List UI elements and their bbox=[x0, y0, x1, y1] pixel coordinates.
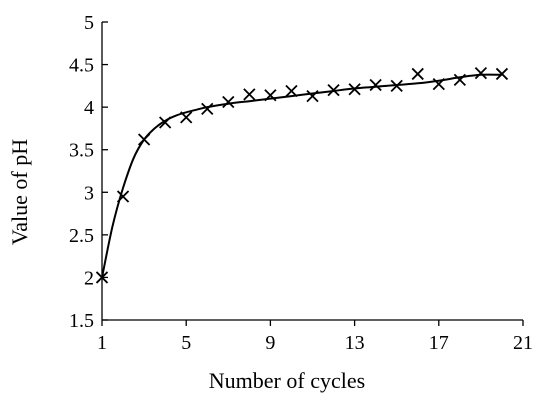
data-point bbox=[95, 271, 109, 284]
data-point bbox=[327, 83, 340, 97]
y-tick-label: 4 bbox=[84, 97, 94, 119]
data-point bbox=[348, 83, 361, 96]
axes bbox=[101, 21, 524, 326]
data-point bbox=[180, 111, 193, 124]
trend-line bbox=[101, 73, 502, 278]
data-point bbox=[453, 73, 466, 87]
y-tick-label: 3.5 bbox=[69, 140, 94, 162]
data-point bbox=[474, 66, 488, 80]
x-tick-labels: 1 5 9 13 17 21 bbox=[97, 332, 533, 354]
data-point bbox=[137, 133, 151, 146]
data-point bbox=[222, 95, 235, 109]
data-point bbox=[201, 102, 214, 115]
y-axis-title: Value of pH bbox=[7, 139, 32, 245]
y-tick-labels: 1.5 2 2.5 3 3.5 4 4.5 5 bbox=[69, 12, 94, 332]
x-tick-label: 9 bbox=[265, 332, 275, 354]
y-tick-label: 2 bbox=[84, 267, 94, 289]
data-point bbox=[390, 79, 403, 92]
x-tick-label: 13 bbox=[345, 332, 365, 354]
data-markers bbox=[95, 66, 509, 284]
y-tick-label: 5 bbox=[84, 12, 94, 34]
x-tick-label: 17 bbox=[429, 332, 449, 354]
y-tick-label: 1.5 bbox=[69, 310, 94, 332]
data-point bbox=[285, 84, 298, 98]
y-tick-label: 2.5 bbox=[69, 225, 94, 247]
data-point bbox=[116, 190, 130, 203]
y-tick-label: 3 bbox=[84, 182, 94, 204]
data-point bbox=[411, 67, 424, 81]
data-point bbox=[369, 78, 382, 92]
x-tick-label: 5 bbox=[181, 332, 191, 354]
data-point bbox=[243, 88, 256, 101]
x-tick-label: 1 bbox=[97, 332, 107, 354]
data-point bbox=[432, 78, 445, 91]
data-point bbox=[306, 89, 319, 103]
x-tick-label: 21 bbox=[513, 332, 533, 354]
data-point bbox=[159, 116, 172, 129]
y-tick-label: 4.5 bbox=[69, 55, 94, 77]
data-point bbox=[264, 89, 277, 102]
x-axis-title: Number of cycles bbox=[209, 368, 365, 393]
data-point bbox=[495, 67, 509, 81]
